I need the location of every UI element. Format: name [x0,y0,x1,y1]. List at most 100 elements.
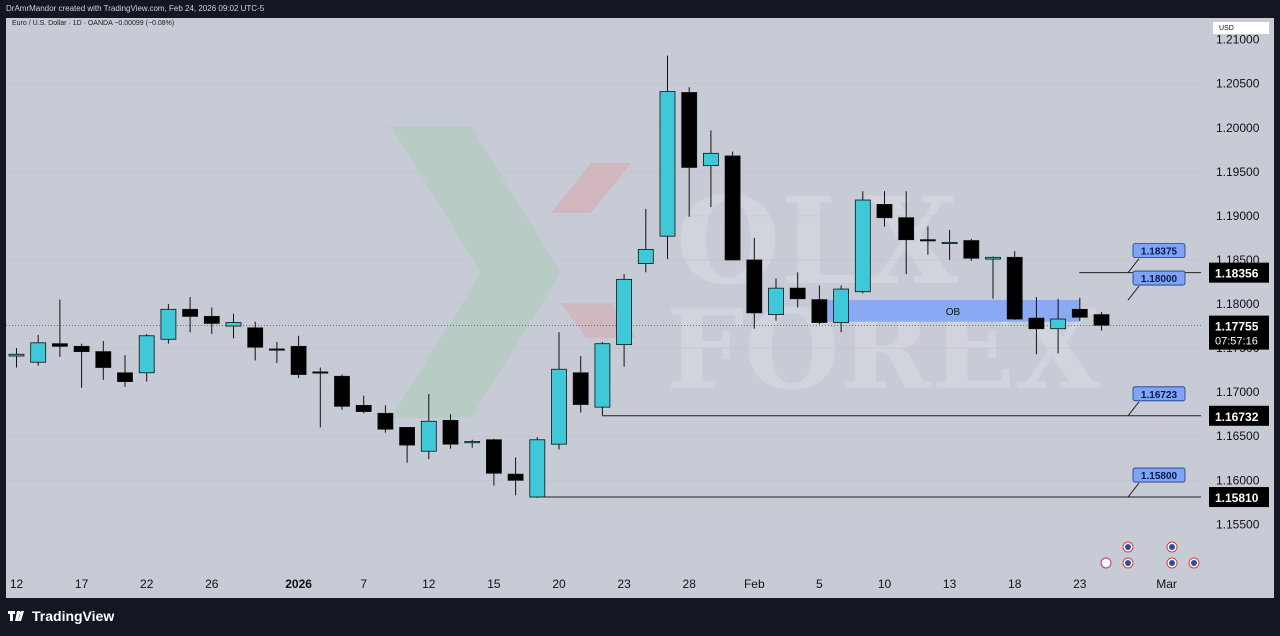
level-callout-label: 1.16723 [1141,390,1178,401]
candle[interactable] [225,313,242,339]
callout-leader [1127,482,1140,498]
level-axis-label-bg [1209,262,1269,283]
candle[interactable] [377,405,394,433]
candle[interactable] [833,285,849,333]
candle-body-up [8,353,25,357]
candle[interactable] [746,237,763,329]
candle[interactable] [268,341,285,364]
candle[interactable] [941,230,958,260]
candle-body-down [811,299,828,323]
candle[interactable] [247,321,264,361]
currency-button[interactable]: USD [1212,21,1270,35]
candle[interactable] [464,439,481,448]
x-tick-label: 2026 [285,577,312,591]
y-tick-label: 1.17000 [1216,385,1260,399]
candle[interactable] [30,334,47,366]
candle[interactable] [442,414,459,449]
x-tick-label: 22 [140,577,154,591]
candle-body-up [225,322,242,327]
candle[interactable] [1028,296,1045,355]
candle-body-up [30,342,47,363]
candle-body-down [507,473,524,481]
ob-callout-label-box[interactable] [1132,270,1186,286]
candle[interactable] [1050,298,1066,354]
candle[interactable] [572,356,589,413]
candle[interactable] [681,87,698,217]
callout-leader [1127,401,1140,417]
candle[interactable] [203,307,220,334]
candle[interactable] [724,151,741,261]
x-tick-label: 26 [205,577,219,591]
candle[interactable] [1093,311,1110,331]
candle[interactable] [854,191,871,294]
candle[interactable] [52,299,68,357]
candle[interactable] [290,335,307,379]
candle-body-up [616,278,632,345]
symbol-legend[interactable]: Euro / U.S. Dollar · 1D · OANDA −0.00099… [12,20,175,27]
chart-frame: OLX FOREX OB 1.18375 1.16723 1.15800 1.18000… [6,18,1274,598]
candle[interactable] [811,285,828,325]
candle-body-down [268,348,285,351]
candle-body-up [637,248,654,264]
x-tick-label: 28 [683,577,697,591]
candle-body-down [117,372,133,382]
candle[interactable] [1006,251,1023,320]
candle-body-up [703,152,719,167]
candle[interactable] [594,341,611,416]
watermark-arrow-red [551,163,631,213]
candle[interactable] [768,278,784,321]
tradingview-logo[interactable]: TradingView [8,608,114,624]
candle[interactable] [73,343,90,388]
level-axis-label: 1.18356 [1215,267,1259,281]
candle[interactable] [507,457,524,496]
candle[interactable] [8,348,25,368]
level-callout-label-box[interactable] [1132,386,1186,402]
tradingview-icon [8,611,24,621]
candle[interactable] [138,334,155,382]
time-axis[interactable]: 12 17 22 26 2026 7 12 15 20 23 28 Feb 5 10 13 18 23 Mar [6,575,1201,591]
candle[interactable] [420,393,437,460]
y-tick-label: 1.20500 [1216,77,1260,91]
level-callout-label-box[interactable] [1132,467,1186,483]
candle[interactable] [117,355,133,387]
candle[interactable] [637,208,654,273]
candle-body-down [1028,317,1045,330]
candle[interactable] [529,437,546,498]
candle[interactable] [355,395,372,414]
x-tick-label: 17 [75,577,89,591]
candle[interactable] [551,332,567,450]
candle-body-up [529,439,546,498]
x-tick-label: 18 [1008,577,1022,591]
candle[interactable] [334,374,350,410]
candle[interactable] [160,304,177,344]
candle[interactable] [789,272,806,308]
candle-body-up [833,288,849,323]
candle[interactable] [920,226,936,255]
candle[interactable] [898,191,915,275]
candle-countdown: 07:57:16 [1215,336,1258,348]
event-marker-dot [1125,544,1131,550]
candle[interactable] [985,256,1001,299]
current-price-axis-label: 1.17755 [1215,320,1259,334]
candle[interactable] [399,427,416,463]
candle[interactable] [485,438,502,486]
dividend-event-marker[interactable] [1100,557,1112,569]
price-axis[interactable]: 1.155001.160001.165001.170001.175001.180… [1209,33,1269,532]
candle[interactable] [95,341,112,380]
y-tick-label: 1.19000 [1216,209,1260,223]
candle[interactable] [1071,297,1088,321]
candle[interactable] [963,238,980,261]
candle[interactable] [182,296,199,333]
candle[interactable] [876,191,893,227]
candle[interactable] [703,130,719,208]
level-axis-label: 1.15810 [1215,491,1259,505]
level-callout-label-box[interactable] [1132,243,1186,259]
candle[interactable] [312,367,329,428]
x-tick-label: 13 [943,577,957,591]
event-marker-dot [1191,560,1197,566]
candle[interactable] [659,55,676,260]
economic-events[interactable] [1100,541,1200,569]
candle-body-down [334,375,350,407]
candle[interactable] [616,274,632,367]
